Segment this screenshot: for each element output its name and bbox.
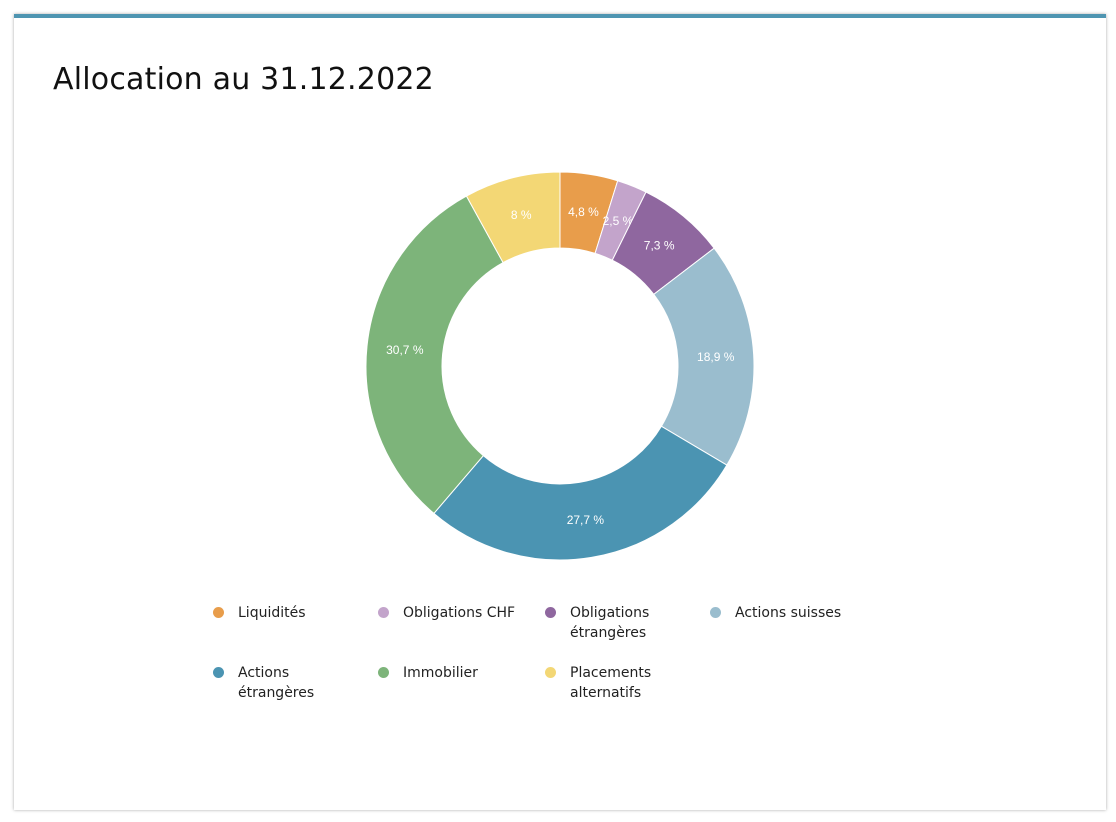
slice-data-label: 30,7 % [386,343,424,357]
legend-swatch-icon [710,607,721,618]
slice-data-label: 18,9 % [697,350,735,364]
donut-slice[interactable] [365,195,504,515]
donut-slice[interactable] [433,425,728,561]
chart-title: Allocation au 31.12.2022 [53,62,434,97]
legend-label: Obligations CHF [403,605,516,621]
slice-data-label: 4,8 % [568,205,599,219]
legend-swatch-icon [545,607,556,618]
legend-swatch-icon [545,667,556,678]
legend-label: Liquidités [238,605,306,621]
legend-swatch-icon [378,607,389,618]
legend-label: Obligations étrangères [570,605,650,641]
legend-label: Immobilier [403,665,478,681]
legend-swatch-icon [213,667,224,678]
legend-swatch-icon [213,607,224,618]
slice-data-label: 7,3 % [644,239,675,253]
slice-data-label: 2,5 % [603,214,634,228]
chart-card: Allocation au 31.12.2022 [14,14,1106,810]
legend-label: Placements alternatifs [570,665,652,701]
legend-label: Actions suisses [735,605,842,621]
slice-data-label: 27,7 % [567,513,605,527]
legend-swatch-icon [378,667,389,678]
donut-slice[interactable] [465,171,561,264]
legend-label: Actions étrangères [238,665,315,701]
slice-data-label: 8 % [511,208,532,222]
